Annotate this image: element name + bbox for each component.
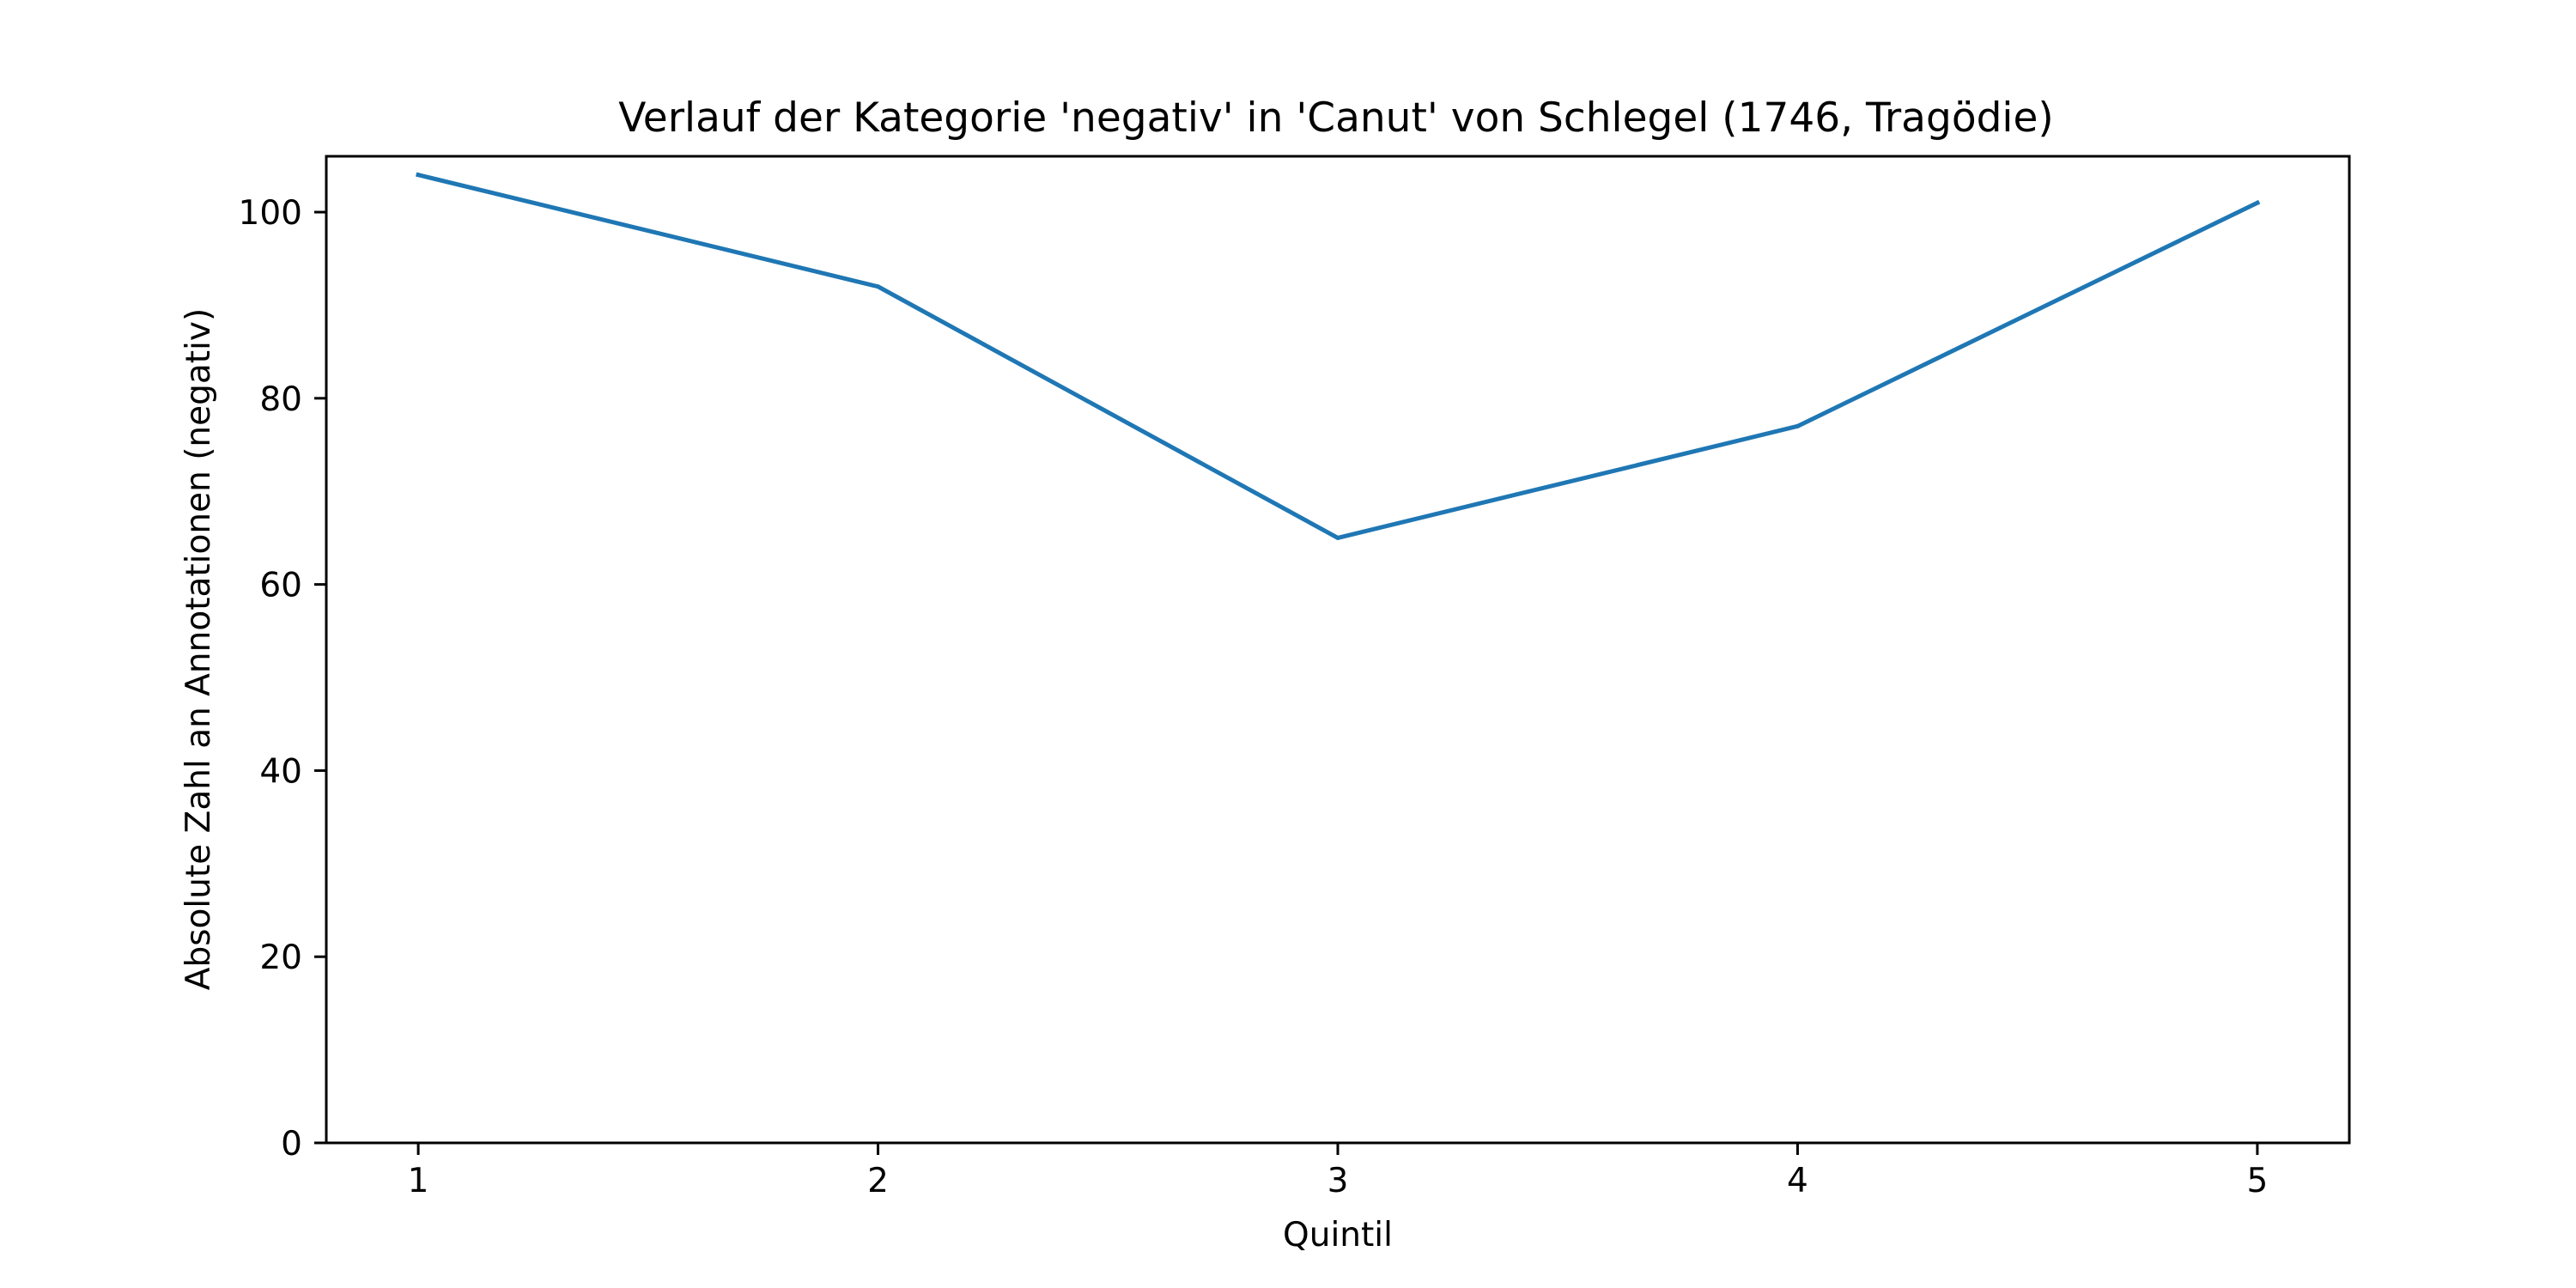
x-tick-label: 5 <box>2246 1162 2268 1200</box>
x-tick-label: 3 <box>1327 1162 1349 1200</box>
y-axis: 0 20 40 60 80 100 <box>239 194 326 1163</box>
data-point <box>1335 535 1340 540</box>
y-tick-label: 40 <box>259 752 302 791</box>
y-tick-label: 100 <box>239 194 302 233</box>
y-tick-label: 20 <box>259 939 302 977</box>
x-tick-label: 4 <box>1787 1162 1808 1200</box>
x-axis: 1 2 3 4 5 <box>408 1143 2268 1200</box>
x-axis-label: Quintil <box>1283 1216 1393 1255</box>
data-point <box>416 173 421 178</box>
x-tick-label: 2 <box>867 1162 889 1200</box>
y-tick-label: 60 <box>259 567 302 605</box>
data-point <box>1795 423 1800 428</box>
y-tick-label: 80 <box>259 380 302 419</box>
x-tick-label: 1 <box>408 1162 429 1200</box>
data-point <box>2255 200 2260 205</box>
data-point <box>876 284 881 289</box>
y-axis-label: Absolute Zahl an Annotationen (negativ) <box>179 308 218 990</box>
chart-title: Verlauf der Kategorie 'negativ' in 'Canu… <box>618 94 2053 142</box>
y-tick-label: 0 <box>281 1125 302 1163</box>
series-layer <box>416 172 2261 540</box>
